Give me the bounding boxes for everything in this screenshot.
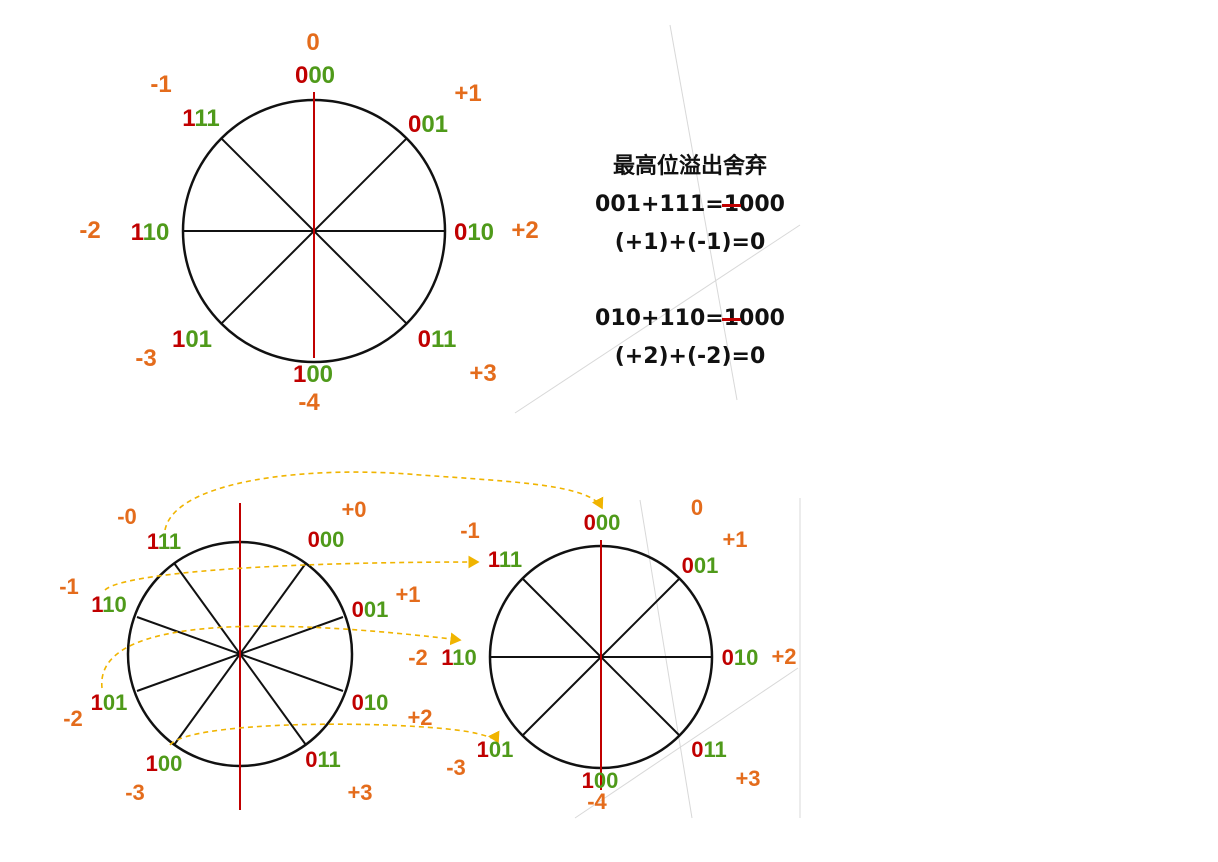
left-circle-binary-code: 100 — [146, 751, 183, 776]
notes-heading: 最高位溢出舍弃 — [612, 154, 767, 179]
top-circle-binary-code: 100 — [293, 361, 333, 388]
left-circle-value-label: +1 — [395, 582, 420, 607]
top-circle-binary-code: 110 — [131, 219, 170, 246]
right-complement-circle — [488, 540, 714, 790]
right-circle-binary-code: 001 — [682, 553, 719, 578]
right-circle-binary-code: 100 — [582, 768, 619, 793]
top-circle-value-label: -2 — [79, 217, 100, 244]
eq1-discarded-carry: 1 — [723, 192, 740, 217]
right-circle-binary-code: 010 — [722, 645, 759, 670]
right-circle-binary-code: 101 — [477, 737, 514, 762]
left-circle-binary-code: 101 — [91, 690, 128, 715]
equation-1: 001+111=1000 — [560, 186, 820, 224]
left-circle-binary-code: 001 — [352, 597, 389, 622]
left-circle-binary-code: 010 — [352, 690, 389, 715]
arrow-111-to-000 — [164, 471, 604, 531]
spacer — [560, 262, 820, 300]
left-circle-value-label: +0 — [341, 497, 366, 522]
mapping-arrows — [101, 471, 604, 746]
top-circle-binary-code: 001 — [408, 111, 448, 138]
top-circle-value-label: -1 — [150, 71, 171, 98]
left-circle-value-label: -3 — [125, 780, 145, 805]
left-circle-value-label: +2 — [407, 705, 432, 730]
right-circle-value-label: -4 — [587, 789, 607, 814]
right-circle-value-label: -1 — [460, 518, 480, 543]
left-circle-binary-code: 110 — [91, 592, 127, 617]
top-circle-binary-code: 011 — [418, 326, 457, 353]
top-circle-value-label: -4 — [298, 389, 320, 416]
overflow-notes: 最高位溢出舍弃 001+111=1000 (+1)+(-1)=0 010+110… — [560, 148, 820, 376]
left-circle-binary-code: 000 — [308, 527, 345, 552]
arrow-100-to-101 — [169, 723, 500, 746]
equation-2: 010+110=1000 — [560, 300, 820, 338]
right-circle-binary-code: 110 — [441, 645, 477, 670]
left-circle-value-label: +3 — [347, 780, 372, 805]
left-sign-magnitude-circle — [126, 503, 354, 810]
left-circle-binary-code: 011 — [305, 747, 341, 772]
right-circle-value-label: -2 — [408, 645, 428, 670]
arrow-110-to-111 — [104, 555, 480, 591]
top-circle-binary-code: 111 — [182, 105, 219, 132]
left-circle-value-label: -1 — [59, 574, 79, 599]
faint-guide-lines — [514, 24, 801, 819]
eq1-suffix: 000 — [739, 192, 785, 217]
top-number-circle — [181, 92, 447, 364]
right-circle-value-label: +1 — [722, 527, 747, 552]
left-circle-value-label: -2 — [63, 706, 83, 731]
equation-1-meaning: (+1)+(-1)=0 — [614, 230, 766, 255]
eq2-suffix: 000 — [739, 306, 785, 331]
eq2-discarded-carry: 1 — [723, 306, 740, 331]
top-circle-binary-code: 101 — [172, 326, 212, 353]
top-circle-value-label: 0 — [306, 29, 319, 56]
top-circle-value-label: +2 — [511, 217, 538, 244]
arrow-101-to-110 — [101, 625, 462, 689]
right-circle-binary-code: 011 — [691, 737, 727, 762]
left-circle-binary-code: 111 — [147, 529, 181, 554]
top-circle-binary-code: 000 — [295, 62, 335, 89]
right-circle-value-label: +3 — [735, 766, 760, 791]
eq1-prefix: 001+111= — [595, 192, 724, 217]
eq2-prefix: 010+110= — [595, 306, 724, 331]
top-circle-value-label: -3 — [135, 345, 156, 372]
top-circle-value-label: +3 — [469, 360, 496, 387]
right-circle-value-label: +2 — [771, 644, 796, 669]
right-circle-binary-code: 000 — [584, 510, 621, 535]
right-circle-value-label: -3 — [446, 755, 466, 780]
top-circle-binary-code: 010 — [454, 219, 494, 246]
right-circle-value-label: 0 — [691, 495, 703, 520]
right-circle-binary-code: 111 — [488, 547, 522, 572]
left-circle-value-label: -0 — [117, 504, 137, 529]
equation-2-meaning: (+2)+(-2)=0 — [614, 344, 766, 369]
top-circle-value-label: +1 — [454, 80, 481, 107]
